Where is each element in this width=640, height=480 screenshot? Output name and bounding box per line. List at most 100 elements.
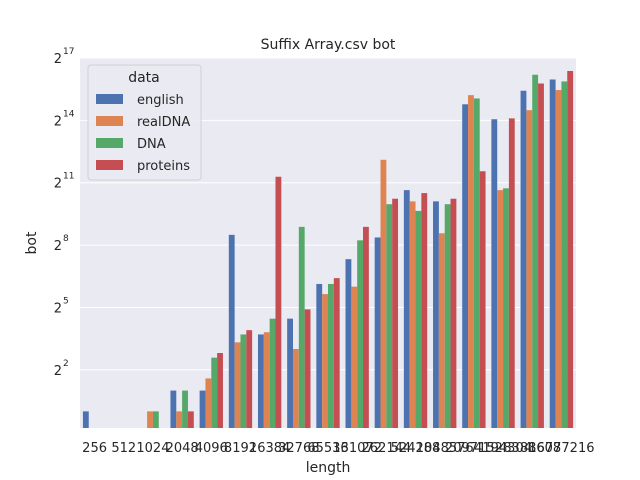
y-tick-exponent: 11 bbox=[63, 172, 74, 182]
bar-proteins-131072 bbox=[363, 226, 369, 428]
bar-proteins-1048576 bbox=[450, 198, 457, 428]
x-tick-label: 16777216 bbox=[528, 441, 594, 456]
bar-english-262144 bbox=[374, 237, 381, 428]
bar-DNA-65536 bbox=[328, 283, 334, 428]
legend-swatch-DNA bbox=[96, 138, 123, 148]
x-tick-label: 262144 bbox=[362, 441, 412, 456]
bar-DNA-8192 bbox=[240, 334, 247, 428]
x-tick-label: 256 bbox=[82, 441, 107, 456]
bar-proteins-2097152 bbox=[479, 171, 486, 428]
bar-realDNA-2048 bbox=[176, 411, 183, 428]
bar-DNA-16777216 bbox=[561, 81, 568, 428]
bar-english-16384 bbox=[257, 334, 264, 428]
legend-title: data bbox=[128, 70, 160, 86]
legend-label-english: english bbox=[137, 93, 184, 108]
bar-DNA-524288 bbox=[415, 210, 422, 428]
bar-realDNA-1024 bbox=[147, 411, 153, 428]
x-tick-label: 4096 bbox=[195, 441, 228, 456]
bar-english-32768 bbox=[287, 318, 293, 428]
bar-english-1048576 bbox=[433, 201, 439, 428]
bar-english-131072 bbox=[345, 259, 352, 428]
chart-title: Suffix Array.csv bot bbox=[261, 37, 396, 53]
y-tick-exponent: 2 bbox=[63, 359, 69, 369]
bar-proteins-8388608 bbox=[538, 83, 544, 428]
y-tick-label: 2 bbox=[54, 52, 62, 67]
x-tick-label: 512 bbox=[111, 441, 136, 456]
bar-english-16777216 bbox=[549, 79, 556, 428]
legend-label-DNA: DNA bbox=[137, 137, 166, 152]
legend: data english realDNA DNA proteins bbox=[87, 64, 202, 181]
bar-proteins-524288 bbox=[421, 193, 428, 428]
bar-DNA-32768 bbox=[298, 226, 305, 428]
x-tick-label: 1024 bbox=[136, 441, 169, 456]
bar-DNA-1024 bbox=[152, 411, 159, 428]
bar-proteins-65536 bbox=[333, 278, 340, 428]
bar-realDNA-65536 bbox=[322, 294, 328, 428]
y-tick-exponent: 8 bbox=[63, 234, 69, 244]
legend-swatch-english bbox=[96, 94, 123, 104]
x-tick-label: 524288 bbox=[391, 441, 441, 456]
y-tick-label: 2 bbox=[54, 114, 62, 129]
bar-DNA-2097152 bbox=[473, 98, 480, 428]
bar-DNA-4194304 bbox=[503, 188, 509, 428]
bar-proteins-4096 bbox=[217, 353, 223, 428]
bar-realDNA-32768 bbox=[292, 349, 299, 428]
y-tick-exponent: 14 bbox=[63, 109, 75, 119]
x-tick-label: 131072 bbox=[332, 441, 382, 456]
bar-realDNA-131072 bbox=[351, 286, 358, 428]
bar-english-65536 bbox=[316, 283, 323, 428]
bar-realDNA-1048576 bbox=[438, 233, 445, 428]
bar-realDNA-8388608 bbox=[526, 110, 533, 428]
bars bbox=[82, 70, 574, 429]
bar-english-4194304 bbox=[491, 119, 498, 428]
legend-label-proteins: proteins bbox=[137, 159, 190, 174]
bar-DNA-262144 bbox=[386, 204, 393, 428]
bar-proteins-32768 bbox=[304, 309, 311, 428]
bar-realDNA-16384 bbox=[263, 332, 270, 428]
legend-box bbox=[87, 64, 202, 181]
x-tick-label: 4194304 bbox=[474, 441, 532, 456]
bar-proteins-8192 bbox=[246, 330, 253, 428]
bar-realDNA-4194304 bbox=[497, 190, 504, 428]
bar-proteins-16777216 bbox=[567, 70, 574, 429]
legend-swatch-proteins bbox=[96, 160, 123, 170]
y-tick-label: 2 bbox=[54, 239, 62, 254]
bar-english-2097152 bbox=[462, 104, 469, 428]
bar-proteins-16384 bbox=[275, 176, 282, 428]
bar-english-8388608 bbox=[520, 90, 527, 428]
bar-realDNA-8192 bbox=[234, 342, 241, 428]
y-tick-label: 2 bbox=[54, 301, 62, 316]
bar-english-4096 bbox=[199, 390, 206, 428]
x-tick-label: 2097152 bbox=[445, 441, 503, 456]
bar-realDNA-524288 bbox=[409, 201, 416, 428]
x-tick-label: 32768 bbox=[278, 441, 319, 456]
bar-proteins-262144 bbox=[392, 198, 399, 428]
bar-english-2048 bbox=[170, 390, 177, 428]
bar-english-524288 bbox=[403, 190, 410, 428]
bar-english-8192 bbox=[228, 234, 235, 428]
bar-DNA-2048 bbox=[182, 390, 188, 428]
bar-proteins-4194304 bbox=[508, 118, 515, 429]
bar-english-256 bbox=[82, 411, 89, 428]
y-tick-label: 2 bbox=[54, 364, 62, 379]
y-axis-title: bot bbox=[24, 231, 40, 254]
bar-realDNA-16777216 bbox=[555, 90, 562, 428]
x-tick-label: 2048 bbox=[166, 441, 199, 456]
bar-DNA-8388608 bbox=[532, 74, 539, 429]
x-tick-label: 8192 bbox=[224, 441, 257, 456]
bar-realDNA-2097152 bbox=[468, 95, 474, 428]
bar-realDNA-262144 bbox=[380, 159, 387, 428]
x-tick-label: 16384 bbox=[249, 441, 290, 456]
x-tick-label: 8388608 bbox=[503, 441, 561, 456]
bar-DNA-131072 bbox=[357, 240, 364, 428]
legend-swatch-realDNA bbox=[96, 116, 123, 126]
x-axis-title: length bbox=[306, 460, 351, 476]
y-tick-exponent: 17 bbox=[63, 47, 74, 57]
y-tick-label: 2 bbox=[54, 177, 62, 192]
legend-label-realDNA: realDNA bbox=[137, 115, 190, 130]
bar-realDNA-4096 bbox=[205, 378, 212, 428]
x-tick-label: 1048576 bbox=[416, 441, 474, 456]
bar-DNA-16384 bbox=[269, 318, 276, 428]
x-axis-ticks: 256 512 1024204840968192163843276865536131… bbox=[82, 441, 594, 456]
